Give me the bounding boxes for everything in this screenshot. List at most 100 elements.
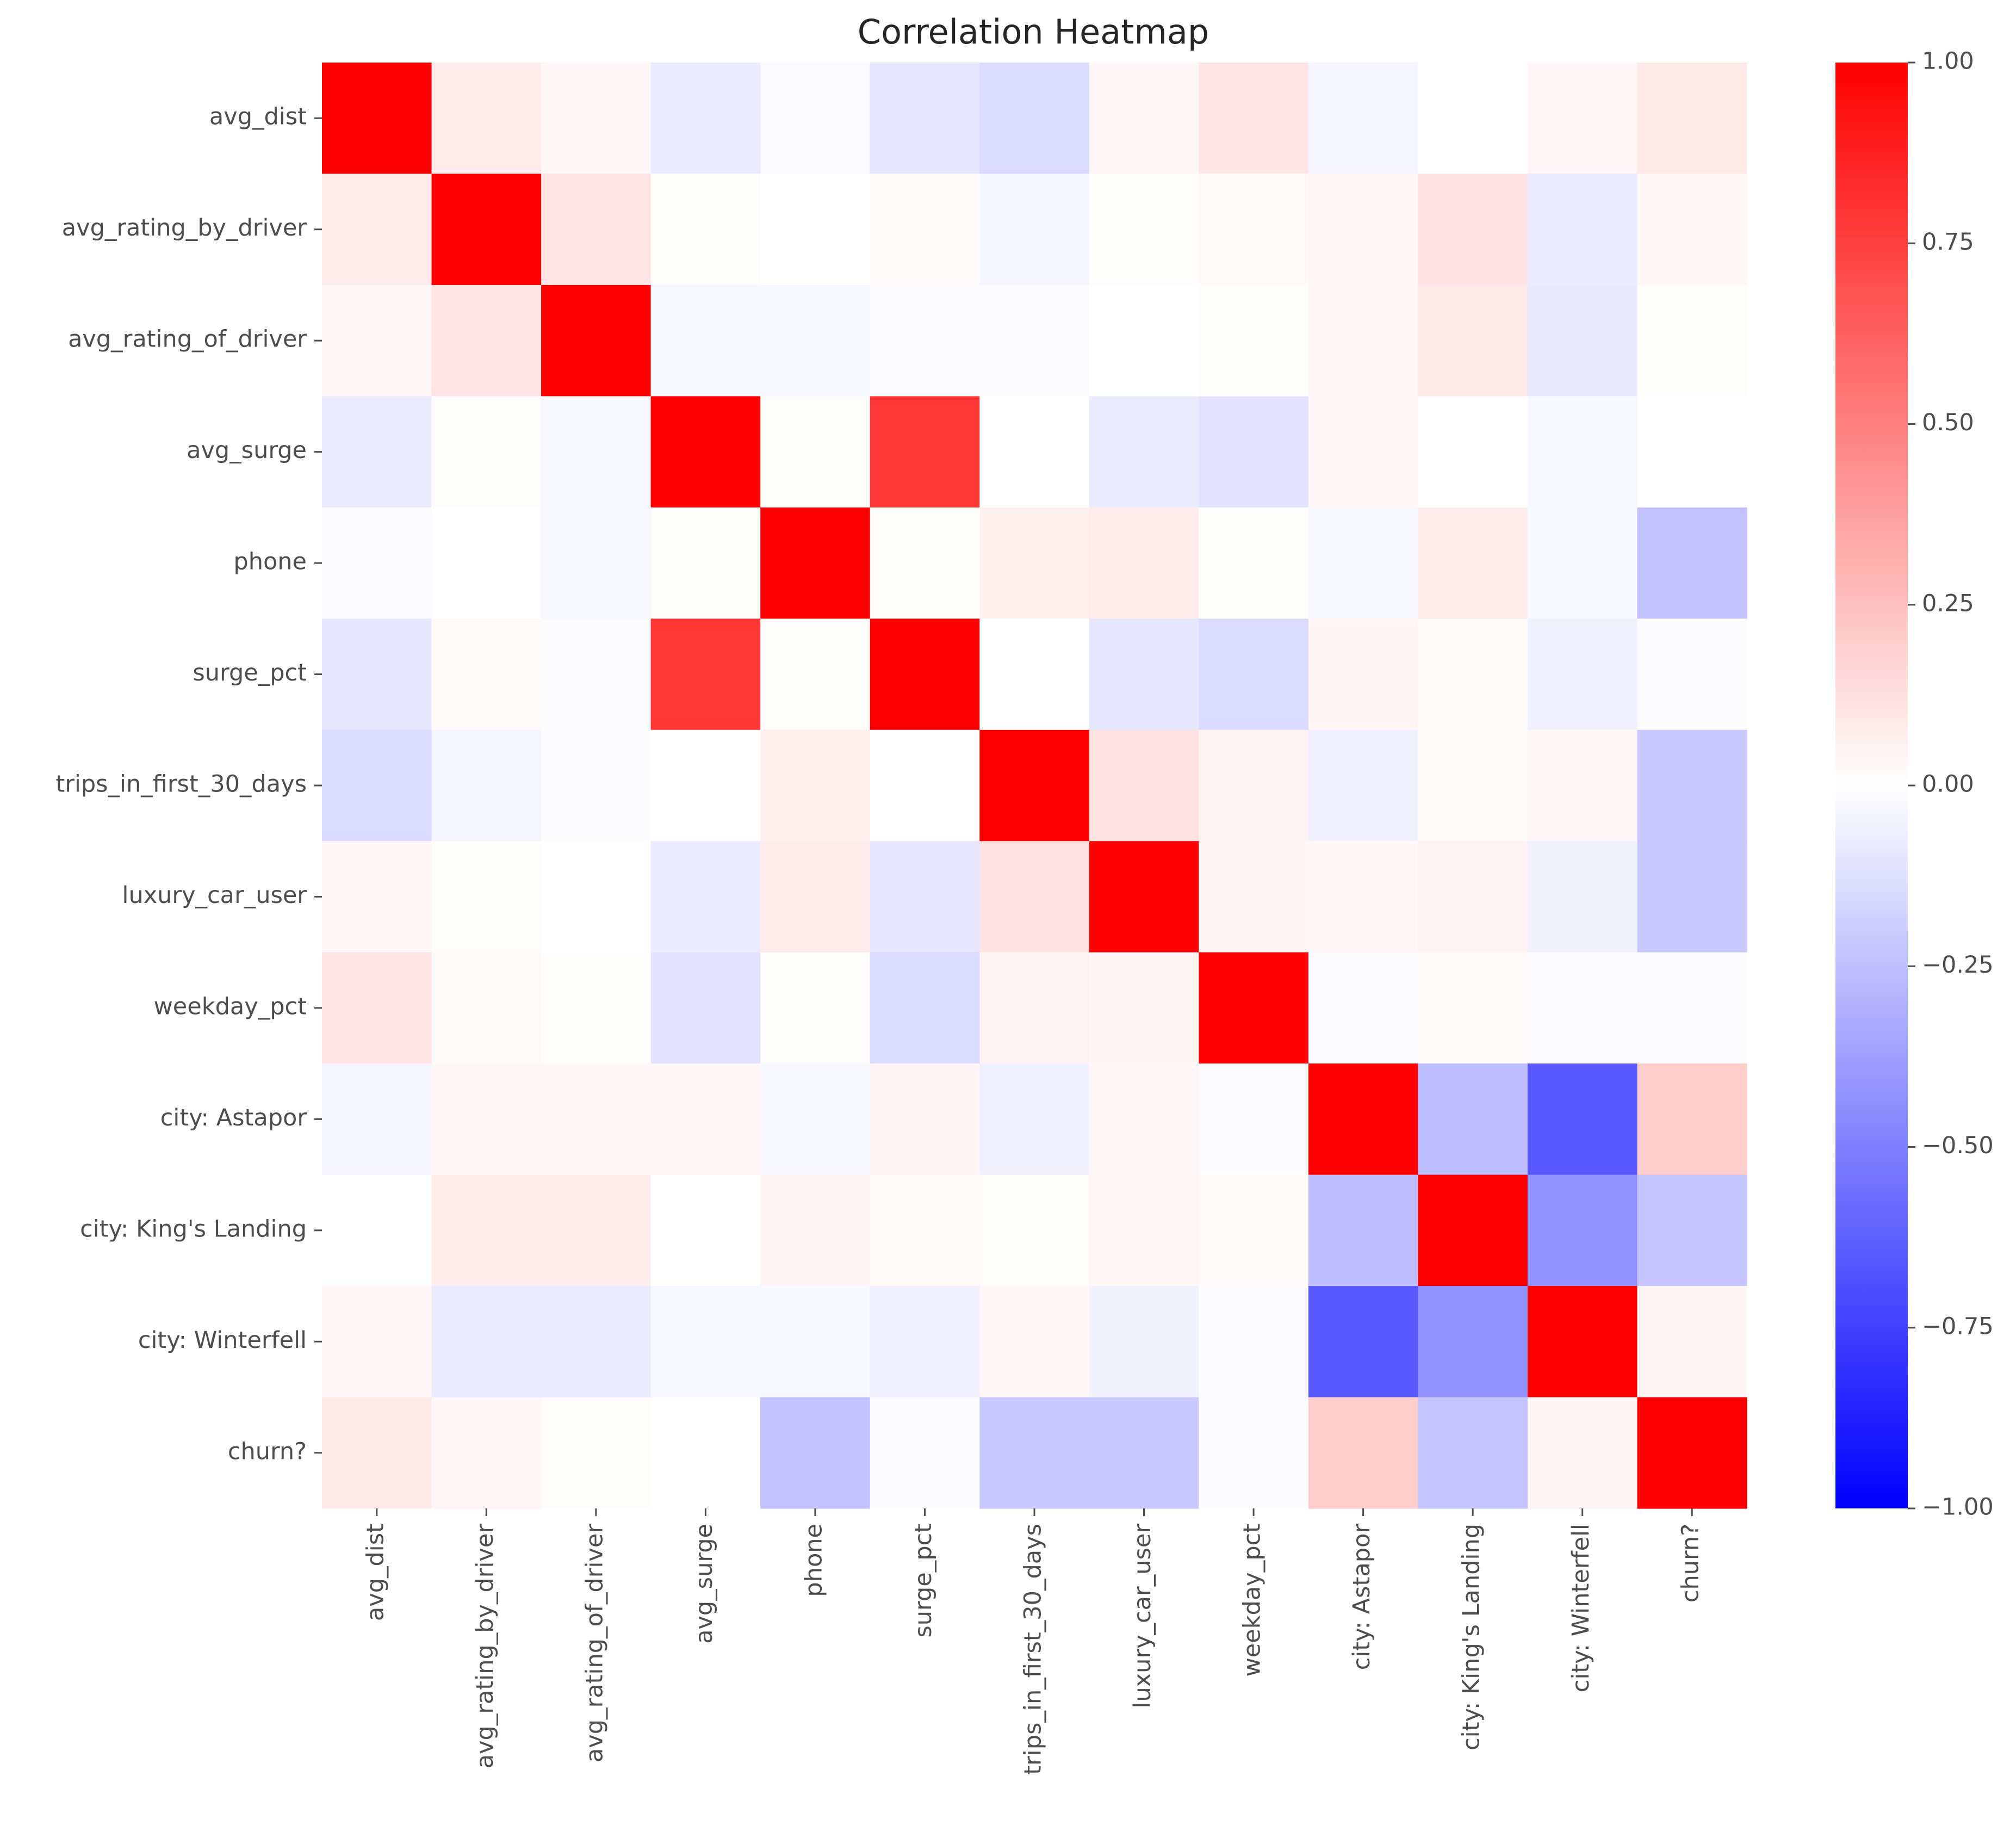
x-tick-label: avg_dist <box>362 1524 389 1621</box>
heatmap-cell <box>431 284 542 397</box>
heatmap-cell <box>1308 507 1418 619</box>
heatmap-cell <box>979 1174 1090 1286</box>
heatmap-cell <box>870 63 980 175</box>
heatmap-cell <box>979 174 1090 286</box>
heatmap-cell <box>1418 841 1528 953</box>
y-tick-label: surge_pct <box>193 659 307 686</box>
heatmap-cell <box>1637 1174 1747 1286</box>
heatmap-cell <box>1418 174 1528 286</box>
colorbar-tick-label: 0.00 <box>1922 771 1974 798</box>
heatmap-cell <box>1637 507 1747 619</box>
heatmap-cell <box>1637 396 1747 508</box>
y-tick-label: weekday_pct <box>154 993 307 1020</box>
heatmap-cell <box>1089 1397 1199 1509</box>
y-tick-label: phone <box>233 548 307 576</box>
heatmap-cell <box>322 1174 432 1286</box>
heatmap-cell <box>541 284 652 397</box>
heatmap-cell <box>1199 952 1309 1064</box>
heatmap-cell <box>1308 284 1418 397</box>
heatmap-cell <box>650 284 761 397</box>
heatmap-cell <box>650 1286 761 1398</box>
heatmap-cell <box>870 729 980 842</box>
heatmap-cell <box>650 1397 761 1509</box>
y-tick-label: city: King's Landing <box>80 1215 307 1242</box>
heatmap-cell <box>1199 1174 1309 1286</box>
heatmap-cell <box>760 841 871 953</box>
heatmap-cell <box>1199 841 1309 953</box>
chart-title: Correlation Heatmap <box>858 12 1209 52</box>
y-tick-label: avg_rating_of_driver <box>68 326 307 353</box>
colorbar-tick-label: 1.00 <box>1922 48 1974 75</box>
heatmap-cell <box>650 507 761 619</box>
heatmap-cell <box>760 174 871 286</box>
heatmap-cell <box>1527 841 1638 953</box>
heatmap-cell <box>322 841 432 953</box>
heatmap-cell <box>870 1397 980 1509</box>
heatmap-cell <box>760 1063 871 1176</box>
heatmap-cell <box>1637 952 1747 1064</box>
heatmap-cell <box>760 618 871 731</box>
heatmap-cell <box>979 841 1090 953</box>
heatmap-cell <box>1199 729 1309 842</box>
heatmap-cell <box>1199 63 1309 175</box>
heatmap-cell <box>870 1063 980 1176</box>
x-tick-label: weekday_pct <box>1239 1524 1266 1676</box>
heatmap-cell <box>1527 174 1638 286</box>
y-tick-label: trips_in_first_30_days <box>55 771 307 798</box>
heatmap-cell <box>1308 174 1418 286</box>
heatmap-cell <box>431 841 542 953</box>
heatmap-cell <box>979 396 1090 508</box>
heatmap-cell <box>541 729 652 842</box>
x-tick-label: surge_pct <box>910 1524 937 1638</box>
colorbar-tick-label: 0.75 <box>1922 228 1974 256</box>
heatmap-cell <box>1527 729 1638 842</box>
x-axis-labels: avg_dist avg_rating_by_driver avg_rating_o… <box>362 1508 1704 1775</box>
colorbar-tick-label: −0.50 <box>1922 1132 1994 1159</box>
heatmap-cell <box>979 952 1090 1064</box>
x-tick-label: trips_in_first_30_days <box>1020 1524 1047 1775</box>
colorbar-tick-label: 0.25 <box>1922 590 1974 617</box>
heatmap-cell <box>1418 1174 1528 1286</box>
y-tick-label: city: Winterfell <box>138 1327 307 1354</box>
heatmap-cell <box>322 284 432 397</box>
x-tick-label: avg_surge <box>691 1524 718 1644</box>
heatmap-cell <box>1418 729 1528 842</box>
heatmap-cell <box>979 618 1090 731</box>
heatmap-cell <box>870 841 980 953</box>
heatmap-cell <box>1308 1397 1418 1509</box>
heatmap-cell <box>322 952 432 1064</box>
heatmap-cell <box>760 284 871 397</box>
heatmap-cell <box>1199 396 1309 508</box>
heatmap-cell <box>1527 1063 1638 1176</box>
heatmap-cell <box>979 63 1090 175</box>
heatmap-cell <box>322 1397 432 1509</box>
heatmap-cell <box>1308 952 1418 1064</box>
y-tick-label: luxury_car_user <box>122 882 307 909</box>
heatmap-cell <box>650 174 761 286</box>
x-tick-label: avg_rating_by_driver <box>472 1524 499 1769</box>
heatmap-cell <box>1418 1397 1528 1509</box>
heatmap-cell <box>541 63 652 175</box>
heatmap-cell <box>1527 507 1638 619</box>
colorbar-tick-label: 0.50 <box>1922 409 1974 436</box>
heatmap-cell <box>870 174 980 286</box>
heatmap-cell <box>541 174 652 286</box>
heatmap-cell <box>541 507 652 619</box>
heatmap-cell <box>760 63 871 175</box>
heatmap-cell <box>650 841 761 953</box>
heatmap-cell <box>1637 174 1747 286</box>
heatmap-cell <box>1308 729 1418 842</box>
heatmap-cell <box>760 729 871 842</box>
heatmap-cell <box>870 284 980 397</box>
heatmap-cell <box>760 1286 871 1398</box>
heatmap-cell <box>1308 1063 1418 1176</box>
heatmap-cell <box>1527 618 1638 731</box>
heatmap-cell <box>1199 1397 1309 1509</box>
heatmap-cell <box>870 952 980 1064</box>
heatmap-cell <box>1089 284 1199 397</box>
heatmap-cell <box>979 729 1090 842</box>
heatmap-cell <box>870 396 980 508</box>
x-tick-label: luxury_car_user <box>1129 1524 1156 1709</box>
heatmap-cells <box>322 63 1747 1509</box>
heatmap-cell <box>431 618 542 731</box>
